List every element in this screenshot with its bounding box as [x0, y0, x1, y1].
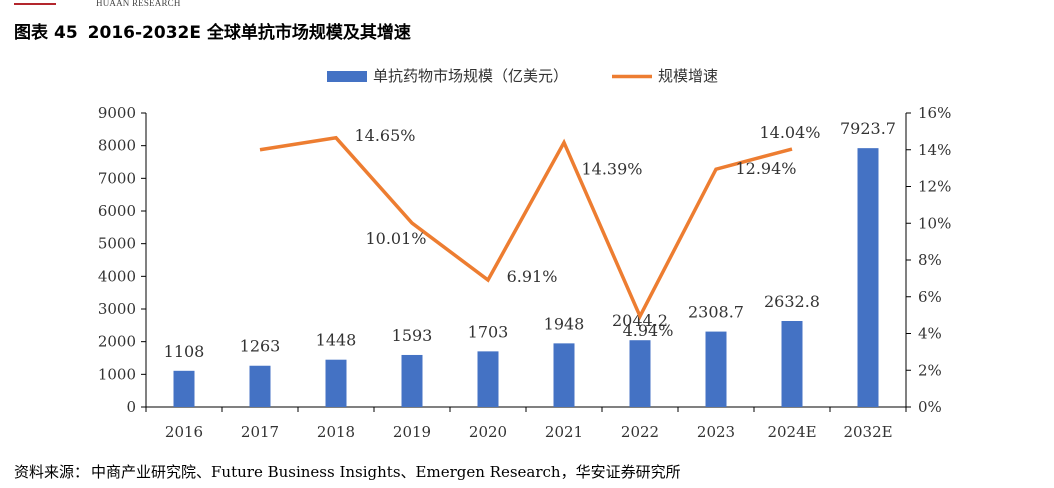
- header-brand: HUAAN RESEARCH: [96, 0, 181, 8]
- figure-title-text: 2016-2032E 全球单抗市场规模及其增速: [87, 23, 411, 43]
- bar-data-label: 1593: [392, 326, 433, 345]
- growth-data-label: 12.94%: [735, 159, 796, 178]
- bar-data-label: 7923.7: [840, 119, 896, 138]
- y-left-tick-label: 7000: [98, 169, 136, 187]
- y-right-tick-label: 12%: [918, 178, 951, 196]
- figure-number: 45: [54, 23, 78, 43]
- y-left-tick-label: 9000: [98, 104, 136, 122]
- bar: [857, 148, 879, 408]
- source-text: 中商产业研究院、Future Business Insights、Emergen…: [91, 463, 681, 481]
- y-right-tick-label: 4%: [918, 325, 942, 343]
- y-right-tick-label: 10%: [918, 214, 951, 232]
- bar: [553, 343, 575, 407]
- y-right-tick-label: 8%: [918, 251, 942, 269]
- growth-line: [259, 135, 793, 321]
- bar: [781, 320, 803, 407]
- bar-data-label: 1448: [316, 331, 357, 350]
- figure-label: 图表: [14, 23, 48, 43]
- x-tick-label: 2032E: [843, 423, 892, 441]
- legend-bar-swatch: [327, 71, 367, 82]
- bar-data-label: 1108: [164, 342, 205, 361]
- bar-data-label: 1703: [468, 322, 509, 341]
- bar-data-label: 2308.7: [688, 303, 744, 322]
- y-left-tick-label: 5000: [98, 235, 136, 253]
- bar-data-label: 1948: [544, 314, 585, 333]
- y-left-tick-label: 4000: [98, 267, 136, 285]
- growth-data-label: 4.94%: [623, 321, 674, 340]
- x-tick-label: 2018: [317, 423, 355, 441]
- y-right-tick-label: 6%: [918, 288, 942, 306]
- source-note: 资料来源： 中商产业研究院、Future Business Insights、Em…: [14, 461, 681, 482]
- y-left-tick-label: 2000: [98, 333, 136, 351]
- y-right-tick-label: 2%: [918, 361, 942, 379]
- bar: [401, 354, 423, 407]
- growth-data-label: 10.01%: [365, 229, 426, 248]
- bar: [325, 359, 347, 407]
- x-tick-label: 2019: [393, 423, 431, 441]
- header-accent-line: [14, 3, 56, 5]
- y-right-tick-label: 16%: [918, 104, 951, 122]
- bar: [705, 331, 727, 407]
- y-right-tick-label: 14%: [918, 141, 951, 159]
- bar-data-label: 2044.2: [612, 311, 668, 330]
- growth-data-label: 6.91%: [507, 267, 558, 286]
- y-left-tick-label: 1000: [98, 365, 136, 383]
- x-tick-label: 2020: [469, 423, 507, 441]
- y-left-tick-label: 0: [126, 398, 136, 416]
- legend-line-label: 规模增速: [658, 67, 718, 85]
- market-size-chart: 0 1000 2000 3000 4000 5000 6000 7000 8000 9000 0% 2…: [98, 67, 952, 441]
- bar-data-label: 1263: [240, 337, 281, 356]
- bar: [477, 351, 499, 407]
- x-tick-label: 2023: [697, 423, 735, 441]
- bar: [173, 370, 195, 407]
- x-tick-label: 2017: [241, 423, 279, 441]
- legend-bar-label: 单抗药物市场规模（亿美元）: [373, 67, 568, 85]
- growth-data-label: 14.39%: [581, 160, 642, 179]
- y-left-tick-label: 8000: [98, 137, 136, 155]
- bar-data-label: 2632.8: [764, 292, 820, 311]
- x-tick-label: 2021: [545, 423, 583, 441]
- figure-title: 图表 45 2016-2032E 全球单抗市场规模及其增速: [14, 18, 411, 43]
- x-tick-label: 2016: [165, 423, 203, 441]
- y-right-tick-label: 0%: [918, 398, 942, 416]
- x-tick-label: 2022: [621, 423, 659, 441]
- growth-data-label: 14.65%: [354, 126, 415, 145]
- y-left-tick-label: 3000: [98, 300, 136, 318]
- y-left-tick-label: 6000: [98, 202, 136, 220]
- bar: [629, 340, 651, 407]
- growth-data-label: 14.04%: [759, 123, 820, 142]
- x-tick-label: 2024E: [767, 423, 816, 441]
- source-label: 资料来源：: [14, 463, 90, 481]
- bar: [249, 365, 271, 407]
